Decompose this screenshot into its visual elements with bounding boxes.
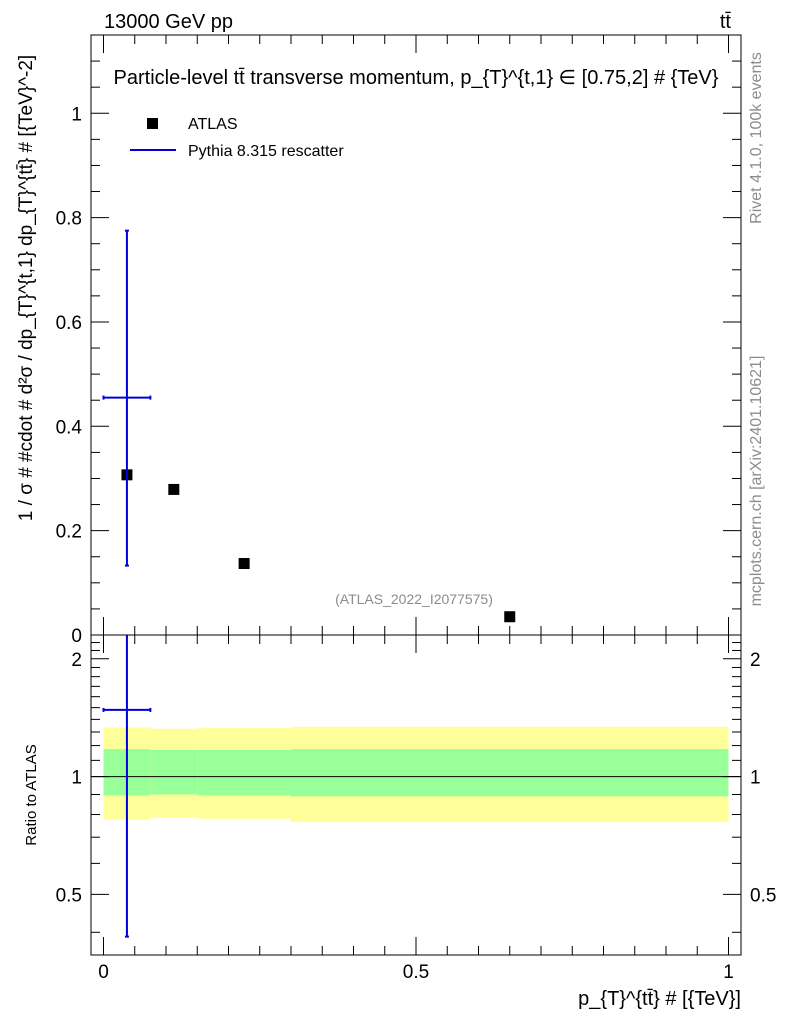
ratio-stat-uncertainty-band: [197, 749, 291, 796]
source-label: mcplots.cern.ch [arXiv:2401.10621]: [748, 356, 765, 607]
main-chart-title: Particle-level tt̄ transverse momentum, …: [114, 67, 719, 89]
x-tick-label: 0.5: [403, 962, 429, 983]
main-plot-panel: (ATLAS_2022_I2077575) 0 0.2 0.4 0.6 0.8 1 1 /…: [16, 34, 742, 647]
ratio-plot-panel: 0.5 0.5 1 1 2 2 0 0.5 1 Ratio to ATLAS p_{T}^{tt…: [23, 634, 776, 1010]
ratio-uncertainty-bands: [103, 726, 729, 823]
x-tick-label: 1: [723, 962, 734, 983]
legend-atlas-label: ATLAS: [188, 116, 238, 133]
legend-pythia-label: Pythia 8.315 rescatter: [188, 143, 344, 160]
beam-label: 13000 GeV pp: [104, 11, 233, 33]
main-axis-ticks: 0 0.2 0.4 0.6 0.8 1: [56, 35, 741, 647]
ratio-y-tick-label: 0.5: [56, 885, 82, 906]
atlas-data-point: [238, 558, 250, 570]
legend: ATLAS Pythia 8.315 rescatter: [130, 116, 344, 160]
main-y-tick-label: 0.6: [56, 313, 82, 334]
ratio-y-tick-label-right: 0.5: [750, 885, 776, 906]
ratio-y-axis-label: Ratio to ATLAS: [23, 744, 40, 845]
analysis-watermark: (ATLAS_2022_I2077575): [335, 591, 493, 607]
ratio-y-tick-label: 2: [71, 650, 82, 671]
main-y-tick-label: 1: [71, 104, 82, 125]
main-y-tick-label: 0.4: [56, 417, 83, 438]
main-y-axis-label: 1 / σ # #cdot # d²σ / dp_{T}^{t,1} dp_{T…: [16, 55, 37, 521]
x-tick-label: 0: [98, 962, 109, 983]
ratio-axis-ticks: 0.5 0.5 1 1 2 2 0 0.5 1: [56, 635, 776, 983]
ratio-y-tick-label: 1: [71, 768, 82, 789]
main-y-tick-label: 0.8: [56, 209, 82, 230]
atlas-data-point: [168, 483, 180, 495]
process-label: tt̄: [720, 11, 732, 33]
main-data-layer: [102, 229, 516, 623]
ratio-stat-uncertainty-band: [291, 749, 729, 797]
rivet-version-label: Rivet 4.1.0, 100k events: [748, 52, 765, 224]
ratio-stat-uncertainty-band: [150, 749, 198, 795]
legend-atlas-marker: [147, 118, 158, 129]
main-y-tick-label: 0.2: [56, 522, 82, 543]
ratio-y-tick-label-right: 1: [750, 768, 761, 789]
main-y-tick-label: 0: [71, 626, 82, 647]
ratio-plot-frame: [90, 634, 742, 956]
ratio-data-layer: [102, 635, 152, 938]
ratio-y-tick-label-right: 2: [750, 650, 761, 671]
atlas-data-point: [504, 611, 516, 623]
x-axis-label: p_{T}^{tt̄} # [{TeV}]: [578, 988, 741, 1010]
